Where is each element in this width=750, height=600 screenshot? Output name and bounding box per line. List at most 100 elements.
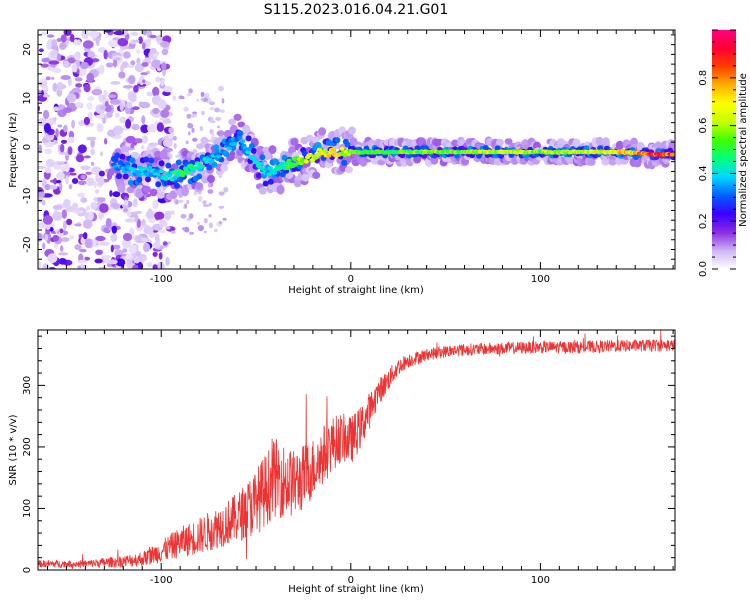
heatmap-cell	[143, 156, 150, 163]
heatmap-cell	[226, 146, 232, 151]
heatmap-cell	[41, 31, 48, 35]
heatmap-cell	[94, 189, 100, 194]
heatmap-cell	[46, 226, 51, 230]
heatmap-cell	[74, 77, 83, 82]
heatmap-cell	[149, 47, 157, 55]
heatmap-cell	[615, 140, 624, 150]
heatmap-cell	[132, 106, 140, 111]
heatmap-cell	[52, 82, 58, 92]
heatmap-cell	[118, 71, 126, 79]
heatmap-cell	[75, 101, 83, 108]
heatmap-cell	[48, 67, 60, 72]
heatmap-cell	[38, 48, 44, 53]
heatmap-cell	[114, 152, 121, 159]
heatmap-cell	[192, 137, 198, 142]
heatmap-cell	[222, 217, 227, 221]
heatmap-cell	[88, 211, 94, 221]
spectrogram-x-axis-label: Height of straight line (km)	[288, 285, 424, 296]
heatmap-cell	[216, 154, 222, 159]
heatmap-cell	[110, 233, 118, 242]
heatmap-cell	[211, 161, 218, 168]
heatmap-cell	[184, 226, 190, 233]
colorbar-strip	[712, 30, 736, 269]
spectrogram-heatmap	[38, 30, 675, 269]
spectrogram-y-axis-label: Frequency (Hz)	[8, 112, 19, 188]
heatmap-cell	[38, 191, 45, 198]
heatmap-cell	[42, 242, 46, 250]
heatmap-cell	[38, 144, 43, 153]
heatmap-cell	[145, 176, 151, 183]
heatmap-cell	[82, 219, 93, 229]
heatmap-cell	[194, 161, 200, 166]
heatmap-cell	[318, 127, 327, 136]
snr-frame	[37, 329, 676, 571]
heatmap-cell	[122, 85, 134, 89]
heatmap-cell	[129, 92, 137, 103]
heatmap-cell	[75, 154, 85, 163]
heatmap-cell	[122, 51, 131, 59]
heatmap-cell	[325, 139, 332, 146]
heatmap-cell	[140, 72, 148, 76]
heatmap-cell	[44, 167, 52, 174]
heatmap-cell	[245, 135, 252, 142]
heatmap-cell	[38, 261, 42, 269]
heatmap-cell	[214, 228, 218, 233]
heatmap-cell	[245, 150, 251, 155]
heatmap-cell	[175, 154, 180, 159]
heatmap-cell	[141, 42, 146, 50]
heatmap-cell	[160, 41, 170, 48]
heatmap-cell	[95, 235, 106, 242]
heatmap-cell	[608, 159, 617, 166]
heatmap-cell	[130, 60, 136, 66]
heatmap-cell	[217, 85, 224, 92]
heatmap-cell	[112, 191, 121, 198]
heatmap-cell	[159, 229, 166, 234]
heatmap-cell	[128, 244, 137, 254]
snr-plot-area	[38, 330, 675, 570]
heatmap-cell	[117, 182, 126, 193]
heatmap-cell	[53, 106, 59, 112]
heatmap-cell	[90, 148, 95, 156]
heatmap-cell	[344, 166, 353, 174]
heatmap-cell	[67, 57, 76, 64]
heatmap-cell	[122, 248, 128, 253]
heatmap-cell	[123, 207, 128, 213]
heatmap-cell	[188, 213, 194, 219]
heatmap-cell	[109, 190, 113, 197]
heatmap-cell	[199, 126, 204, 131]
heatmap-cell	[98, 94, 103, 102]
heatmap-cell	[141, 115, 146, 124]
heatmap-cell	[125, 253, 133, 260]
heatmap-cell	[98, 211, 104, 220]
heatmap-cell	[63, 124, 68, 133]
heatmap-cell	[266, 172, 272, 177]
heatmap-cell	[42, 94, 51, 98]
heatmap-cell	[45, 158, 55, 168]
heatmap-cell	[79, 248, 87, 253]
heatmap-cell	[127, 212, 132, 217]
heatmap-cell	[257, 165, 263, 170]
heatmap-cell	[186, 218, 192, 221]
heatmap-cell	[73, 38, 79, 46]
heatmap-cell	[206, 164, 213, 171]
heatmap-cell	[189, 231, 195, 235]
heatmap-cell	[190, 114, 196, 118]
heatmap-cell	[112, 125, 124, 135]
snr-x-axis-label: Height of straight line (km)	[288, 584, 424, 595]
heatmap-cell	[258, 187, 267, 195]
heatmap-cell	[377, 159, 386, 166]
heatmap-cell	[119, 116, 127, 124]
heatmap-cell	[156, 191, 165, 199]
heatmap-cell	[237, 121, 246, 128]
heatmap-cell	[173, 143, 177, 149]
heatmap-cell	[152, 86, 160, 97]
tick-label: -10	[22, 188, 33, 204]
heatmap-cell	[84, 256, 91, 261]
heatmap-cell	[68, 184, 73, 190]
heatmap-cell	[44, 183, 51, 191]
heatmap-cell	[175, 159, 182, 166]
heatmap-cell	[83, 84, 91, 93]
heatmap-cell	[197, 221, 200, 226]
heatmap-cell	[200, 164, 206, 169]
heatmap-cell	[72, 202, 79, 211]
